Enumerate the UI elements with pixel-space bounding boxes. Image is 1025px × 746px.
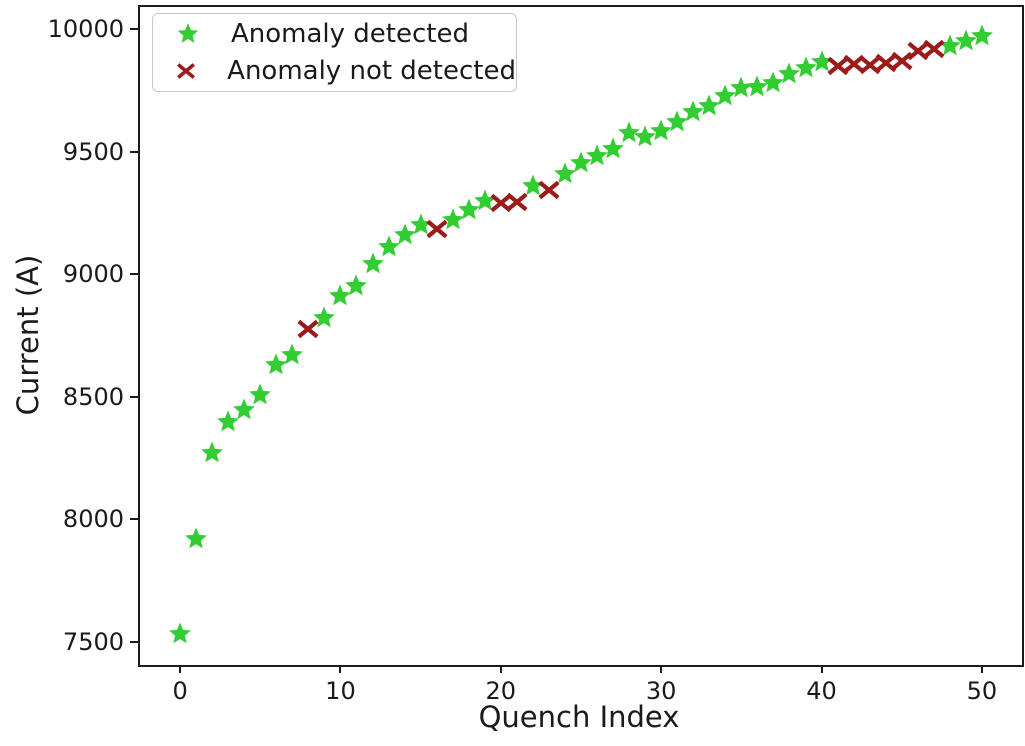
y-tick-label: 9500: [62, 137, 124, 166]
x-icon: [153, 58, 219, 84]
anomaly-detected-marker: [215, 409, 241, 435]
anomaly-detected-marker: [520, 173, 546, 199]
anomaly-not-detected-marker: [536, 177, 562, 203]
anomaly-not-detected-marker: [488, 190, 514, 216]
x-tick: [179, 665, 182, 673]
y-tick-label: 8000: [62, 505, 124, 534]
y-tick: [130, 150, 138, 153]
anomaly-detected-marker: [247, 382, 273, 408]
anomaly-detected-marker: [199, 440, 225, 466]
anomaly-detected-marker: [680, 99, 706, 125]
anomaly-detected-marker: [809, 49, 835, 75]
y-tick-label: 9000: [62, 260, 124, 289]
anomaly-detected-marker: [793, 55, 819, 81]
plot-area: 0 10 20 30 40 50 7500 8000 8500 9000 9500 10000: [48, 5, 1024, 703]
anomaly-detected-marker: [472, 188, 498, 214]
anomaly-detected-marker: [616, 120, 642, 146]
y-tick: [130, 28, 138, 31]
y-tick-label: 10000: [47, 15, 124, 44]
anomaly-not-detected-marker: [825, 53, 851, 79]
y-tick: [130, 640, 138, 643]
anomaly-not-detected-marker: [841, 51, 867, 77]
legend: Anomaly detected Anomaly not detected: [152, 13, 517, 92]
anomaly-not-detected-marker: [424, 216, 450, 242]
anomaly-detected-marker: [311, 305, 337, 331]
anomaly-not-detected-marker: [889, 48, 915, 74]
legend-item-anomaly-not-detected: Anomaly not detected: [153, 54, 516, 87]
anomaly-detected-marker: [696, 93, 722, 119]
anomaly-detected-marker: [776, 61, 802, 87]
anomaly-detected-marker: [937, 33, 963, 59]
anomaly-detected-marker: [552, 161, 578, 187]
anomaly-not-detected-marker: [857, 52, 883, 78]
anomaly-detected-marker: [279, 342, 305, 368]
x-tick-label: 50: [966, 677, 998, 705]
anomaly-detected-marker: [456, 197, 482, 223]
star-icon: [153, 21, 223, 47]
anomaly-detected-marker: [231, 397, 257, 423]
y-tick: [130, 395, 138, 398]
anomaly-detected-marker: [408, 212, 434, 238]
y-axis-title: Current (A): [11, 254, 45, 416]
anomaly-detected-marker: [953, 28, 979, 54]
anomaly-detected-marker: [744, 74, 770, 100]
x-axis-title: Quench Index: [478, 700, 680, 734]
anomaly-detected-marker: [183, 526, 209, 552]
x-tick-label: 20: [485, 677, 517, 705]
anomaly-detected-marker: [392, 222, 418, 248]
anomaly-detected-marker: [263, 352, 289, 378]
anomaly-detected-marker: [440, 207, 466, 233]
anomaly-detected-marker: [584, 143, 610, 169]
x-tick-label: 40: [806, 677, 837, 705]
legend-item-anomaly-detected: Anomaly detected: [153, 18, 516, 51]
legend-label: Anomaly detected: [231, 19, 469, 50]
anomaly-detected-marker: [167, 621, 193, 647]
anomaly-detected-marker: [728, 75, 754, 101]
x-tick: [820, 665, 823, 673]
x-tick: [980, 665, 983, 673]
y-tick-label: 8500: [62, 382, 124, 411]
y-tick-label: 7500: [62, 627, 124, 656]
anomaly-detected-marker: [969, 23, 995, 49]
x-tick-label: 0: [172, 677, 188, 705]
anomaly-not-detected-marker: [873, 50, 899, 76]
x-tick: [339, 665, 342, 673]
x-tick: [660, 665, 663, 673]
anomaly-detected-marker: [632, 124, 658, 150]
x-tick: [499, 665, 502, 673]
x-tick-label: 10: [325, 677, 356, 705]
anomaly-not-detected-marker: [295, 316, 321, 342]
anomaly-detected-marker: [360, 251, 386, 277]
anomaly-detected-marker: [600, 136, 626, 162]
y-tick: [130, 273, 138, 276]
y-tick: [130, 518, 138, 521]
anomaly-detected-marker: [664, 109, 690, 135]
legend-label: Anomaly not detected: [227, 55, 516, 86]
anomaly-detected-marker: [343, 273, 369, 299]
anomaly-detected-marker: [568, 150, 594, 176]
x-tick-label: 30: [645, 677, 677, 705]
anomaly-not-detected-marker: [905, 38, 931, 64]
anomaly-detected-marker: [376, 234, 402, 260]
anomaly-not-detected-marker: [504, 189, 530, 215]
anomaly-detected-marker: [327, 283, 353, 309]
anomaly-detected-marker: [760, 70, 786, 96]
anomaly-not-detected-marker: [921, 36, 947, 62]
anomaly-detected-marker: [648, 118, 674, 144]
anomaly-detected-marker: [712, 83, 738, 109]
